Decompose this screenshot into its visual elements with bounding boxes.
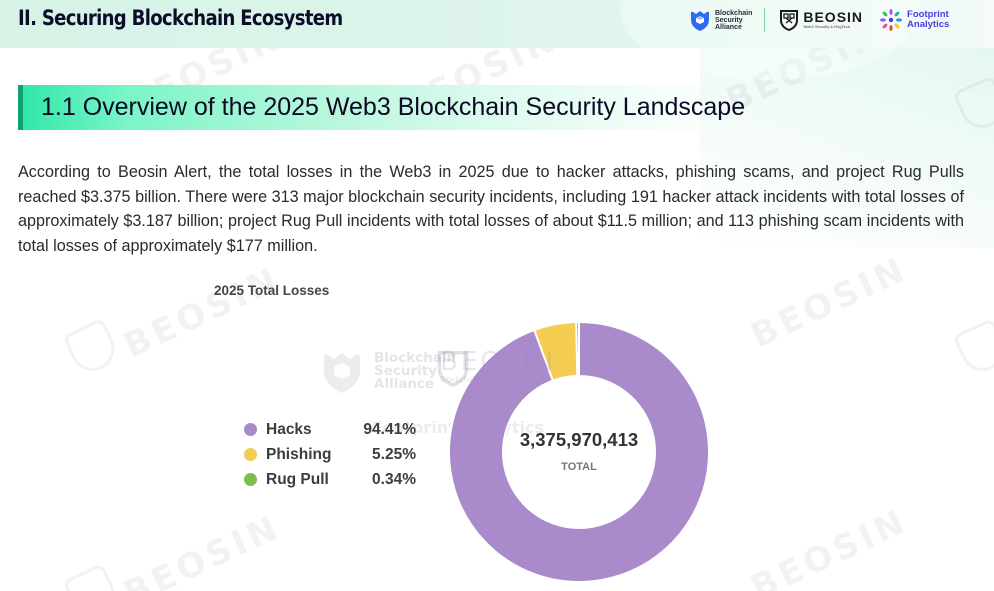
legend-label: Rug Pull: [266, 470, 329, 488]
bsa-watermark-line: Blockchain: [374, 349, 457, 366]
beosin-chart-watermark: BEOSIN Blockchain Security: [436, 347, 557, 387]
beosin-logo: BEOSIN Web3 Security & RegTech: [779, 9, 863, 31]
legend-label: Phishing: [266, 445, 332, 463]
chart-legend: Hacks 94.41% Phishing 5.25% Rug Pull 0.3…: [244, 417, 416, 492]
footprint-logo-line: Footprint: [907, 9, 949, 20]
partner-logos: Blockchain Security Alliance BEOSIN Web3…: [688, 6, 949, 34]
bsa-logo-line: Alliance: [715, 23, 742, 31]
section-title-bar: [18, 85, 738, 130]
donut-center-label: TOTAL: [561, 461, 597, 473]
legend-dot-icon: [244, 448, 257, 461]
beosin-watermark-shield-icon: [437, 351, 469, 387]
donut-center-total: 3,375,970,413: [519, 429, 639, 450]
legend-dot-icon: [244, 473, 257, 486]
footprint-logo: Footprint Analytics: [879, 8, 949, 32]
overview-paragraph: According to Beosin Alert, the total los…: [18, 163, 964, 255]
donut-slice-hacks: [448, 321, 710, 583]
beosin-watermark-name: BEOSIN: [440, 347, 557, 377]
footprint-logo-line: Analytics: [907, 19, 950, 30]
bsa-watermark: Blockchain Security Alliance: [318, 346, 456, 396]
legend-label: Hacks: [266, 420, 312, 438]
legend-value: 94.41%: [363, 420, 416, 438]
bsa-logo-line: Security: [715, 16, 743, 24]
bsa-shield-icon: [691, 11, 709, 31]
donut-chart: BEOSIN Blockchain Security 3,375,970,413…: [437, 321, 710, 583]
legend-item-hacks: Hacks 94.41%: [244, 417, 416, 442]
bsa-logo: Blockchain Security Alliance: [688, 8, 752, 32]
donut-slice-rug-pull: [575, 321, 580, 378]
beosin-logo-name: BEOSIN: [803, 9, 864, 25]
legend-dot-icon: [244, 423, 257, 436]
chart-title: 2025 Total Losses: [214, 283, 330, 298]
section-title-accent: [18, 85, 23, 130]
footprint-burst-icon: [880, 9, 903, 31]
donut-svg: [448, 321, 710, 583]
beosin-logo-tagline: Web3 Security & RegTech: [803, 24, 850, 29]
bsa-watermark-line: Security: [374, 362, 438, 379]
beosin-shield-icon: [780, 10, 799, 31]
bsa-watermark-line: Alliance: [374, 375, 435, 392]
legend-item-rug-pull: Rug Pull 0.34%: [244, 467, 416, 492]
bsa-watermark-shield-icon: [324, 353, 360, 393]
legend-value: 0.34%: [372, 470, 416, 488]
legend-value: 5.25%: [372, 445, 416, 463]
bsa-logo-line: Blockchain: [715, 9, 753, 17]
background-tint: [700, 48, 994, 248]
section-title: 1.1 Overview of the 2025 Web3 Blockchain…: [41, 93, 746, 121]
chapter-title: II. Securing Blockchain Ecosystem: [18, 6, 343, 30]
legend-item-phishing: Phishing 5.25%: [244, 442, 416, 467]
beosin-watermark-sub: Blockchain Security: [440, 375, 510, 384]
logo-divider: [764, 8, 766, 32]
